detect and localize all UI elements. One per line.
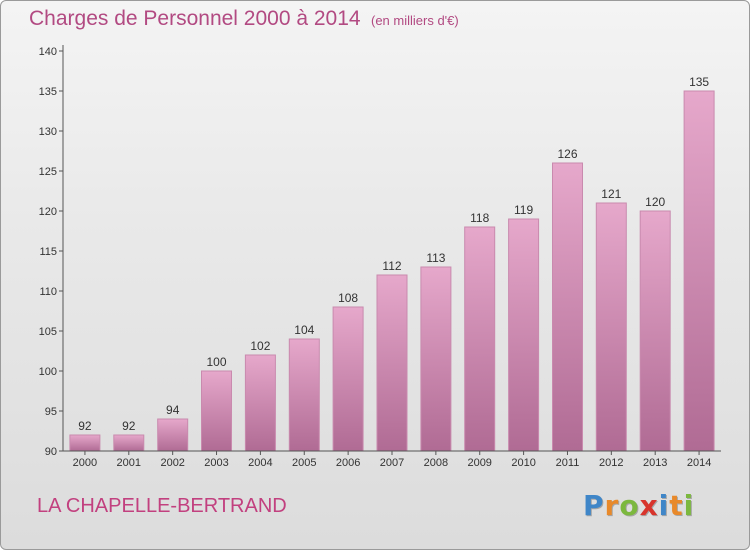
- bar: [244, 354, 276, 452]
- bar: [639, 210, 671, 452]
- x-tick-label: 2005: [292, 457, 316, 469]
- x-tick-label: 2000: [73, 457, 97, 469]
- bar: [552, 162, 583, 452]
- x-tick-label: 2014: [687, 457, 711, 469]
- chart-title: Charges de Personnel 2000 à 2014: [29, 7, 361, 30]
- bar-value-label: 108: [338, 291, 358, 305]
- y-tick-label: 95: [45, 406, 57, 418]
- y-tick-label: 115: [39, 246, 57, 258]
- y-tick-label: 135: [39, 86, 57, 98]
- bar: [69, 434, 101, 452]
- logo-letter: o: [619, 489, 640, 522]
- y-tick-label: 140: [39, 46, 57, 58]
- bar: [332, 306, 364, 452]
- bar: [683, 90, 715, 452]
- y-tick-label: 130: [39, 126, 57, 138]
- bar-value-label: 92: [78, 419, 92, 433]
- x-tick-label: 2010: [511, 457, 535, 469]
- bar-value-label: 92: [122, 419, 136, 433]
- logo-letter: r: [604, 489, 620, 522]
- logo-letter: P: [583, 489, 605, 522]
- bar: [157, 418, 189, 452]
- x-tick-label: 2006: [336, 457, 360, 469]
- x-tick-label: 2013: [643, 457, 667, 469]
- chart-subtitle: (en milliers d'€): [371, 13, 459, 28]
- bar-value-label: 119: [514, 203, 533, 217]
- bar-value-label: 102: [250, 339, 270, 353]
- bar-value-label: 121: [601, 187, 621, 201]
- x-tick-label: 2008: [424, 457, 448, 469]
- x-tick-label: 2004: [248, 457, 272, 469]
- bar-value-label: 94: [166, 403, 180, 417]
- y-tick-label: 120: [39, 206, 57, 218]
- bar: [201, 370, 232, 452]
- bar-value-label: 135: [689, 75, 709, 89]
- bar: [420, 266, 452, 452]
- bar-value-label: 112: [382, 259, 401, 273]
- bar-value-label: 100: [206, 355, 226, 369]
- bar-value-label: 126: [557, 147, 577, 161]
- x-tick-label: 2001: [117, 457, 141, 469]
- x-tick-label: 2007: [380, 457, 404, 469]
- bar: [508, 218, 540, 452]
- y-tick-label: 125: [39, 166, 57, 178]
- y-tick-label: 90: [45, 446, 57, 458]
- bar-value-label: 118: [470, 211, 489, 225]
- x-tick-label: 2011: [556, 457, 580, 469]
- bar: [376, 274, 408, 452]
- logo-letter: i: [658, 489, 670, 522]
- proxiti-logo: Proxiti: [583, 489, 694, 522]
- bar: [464, 226, 496, 452]
- logo-letter: i: [683, 489, 695, 522]
- bar: [288, 338, 320, 452]
- y-tick-label: 100: [39, 366, 57, 378]
- x-tick-label: 2012: [599, 457, 623, 469]
- x-tick-label: 2009: [467, 457, 491, 469]
- bar: [113, 434, 145, 452]
- y-tick-label: 105: [39, 326, 57, 338]
- logo-letter: x: [639, 489, 659, 522]
- x-tick-label: 2002: [160, 457, 184, 469]
- commune-name: LA CHAPELLE-BERTRAND: [37, 495, 287, 517]
- logo-letter: t: [669, 489, 684, 522]
- bar: [595, 202, 627, 452]
- x-tick-label: 2003: [204, 457, 228, 469]
- y-tick-label: 110: [39, 286, 57, 298]
- bar-value-label: 120: [645, 195, 665, 209]
- bar-value-label: 113: [426, 251, 445, 265]
- bar-value-label: 104: [294, 323, 314, 337]
